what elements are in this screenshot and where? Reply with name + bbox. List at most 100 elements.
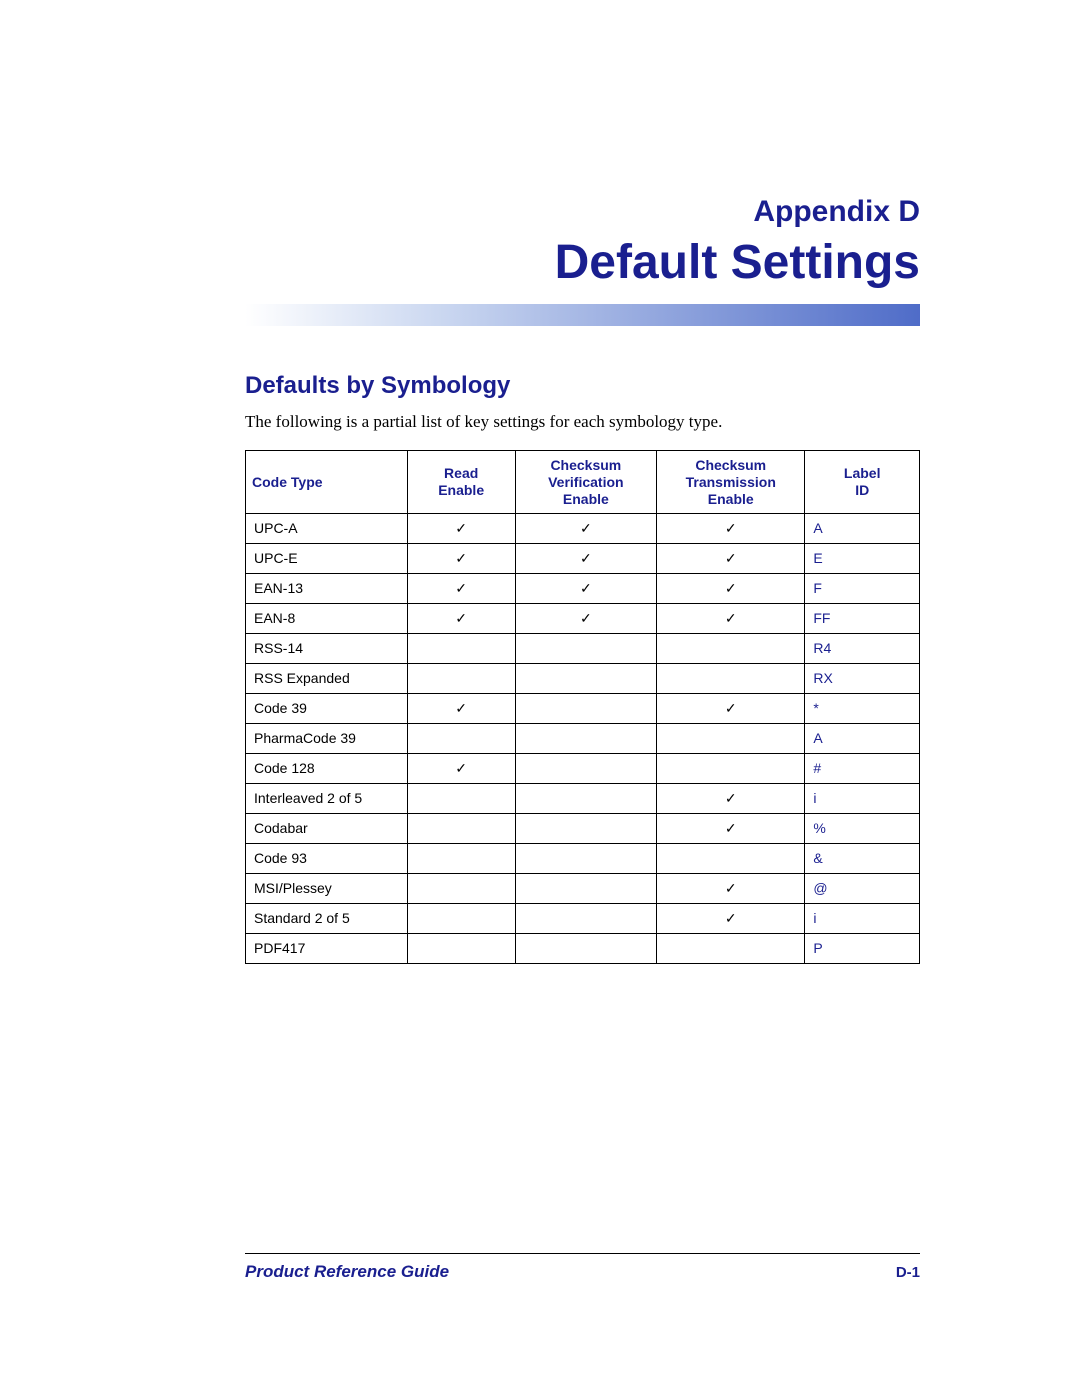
- cell-read: ✓: [407, 574, 515, 604]
- cell-verif: ✓: [515, 574, 657, 604]
- table-row: PharmaCode 39 A: [246, 724, 920, 754]
- cell-verif: [515, 634, 657, 664]
- cell-trans: [657, 844, 805, 874]
- cell-label-id: E: [805, 544, 920, 574]
- cell-trans: ✓: [657, 874, 805, 904]
- cell-read: ✓: [407, 514, 515, 544]
- cell-verif: ✓: [515, 604, 657, 634]
- cell-read: ✓: [407, 544, 515, 574]
- cell-verif: [515, 784, 657, 814]
- cell-verif: ✓: [515, 514, 657, 544]
- page-footer: Product Reference Guide D-1: [245, 1253, 920, 1282]
- cell-read: [407, 664, 515, 694]
- col-header-code-type: Code Type: [246, 451, 408, 514]
- cell-read: ✓: [407, 604, 515, 634]
- page-title: Default Settings: [245, 235, 920, 290]
- cell-trans: ✓: [657, 904, 805, 934]
- cell-label-id: i: [805, 904, 920, 934]
- table-row: EAN-8✓✓✓FF: [246, 604, 920, 634]
- cell-read: [407, 874, 515, 904]
- cell-code-type: Standard 2 of 5: [246, 904, 408, 934]
- header-block: Appendix D Default Settings: [245, 195, 920, 326]
- cell-trans: [657, 934, 805, 964]
- cell-verif: [515, 724, 657, 754]
- table-header-row: Code Type ReadEnable ChecksumVerificatio…: [246, 451, 920, 514]
- title-gradient-bar: [245, 304, 920, 326]
- table-row: RSS-14 R4: [246, 634, 920, 664]
- cell-trans: ✓: [657, 574, 805, 604]
- cell-code-type: RSS Expanded: [246, 664, 408, 694]
- cell-label-id: FF: [805, 604, 920, 634]
- cell-label-id: R4: [805, 634, 920, 664]
- cell-verif: [515, 844, 657, 874]
- cell-label-id: &: [805, 844, 920, 874]
- table-row: UPC-A✓✓✓A: [246, 514, 920, 544]
- cell-read: ✓: [407, 694, 515, 724]
- cell-read: [407, 724, 515, 754]
- cell-code-type: UPC-A: [246, 514, 408, 544]
- cell-trans: [657, 724, 805, 754]
- col-header-read-enable: ReadEnable: [407, 451, 515, 514]
- table-row: Code 93 &: [246, 844, 920, 874]
- cell-read: ✓: [407, 754, 515, 784]
- col-header-label-id: LabelID: [805, 451, 920, 514]
- cell-code-type: EAN-13: [246, 574, 408, 604]
- cell-code-type: PDF417: [246, 934, 408, 964]
- table-row: MSI/Plessey ✓@: [246, 874, 920, 904]
- col-header-checksum-verification: ChecksumVerificationEnable: [515, 451, 657, 514]
- cell-code-type: Codabar: [246, 814, 408, 844]
- table-row: Codabar ✓%: [246, 814, 920, 844]
- cell-verif: [515, 754, 657, 784]
- cell-trans: ✓: [657, 544, 805, 574]
- cell-label-id: RX: [805, 664, 920, 694]
- col-header-checksum-transmission: ChecksumTransmissionEnable: [657, 451, 805, 514]
- cell-trans: [657, 634, 805, 664]
- cell-read: [407, 814, 515, 844]
- appendix-label: Appendix D: [245, 195, 920, 229]
- cell-code-type: MSI/Plessey: [246, 874, 408, 904]
- cell-label-id: P: [805, 934, 920, 964]
- cell-code-type: RSS-14: [246, 634, 408, 664]
- cell-verif: [515, 904, 657, 934]
- intro-paragraph: The following is a partial list of key s…: [245, 412, 920, 432]
- cell-trans: [657, 664, 805, 694]
- table-row: EAN-13✓✓✓F: [246, 574, 920, 604]
- cell-code-type: Code 128: [246, 754, 408, 784]
- cell-label-id: A: [805, 724, 920, 754]
- cell-trans: ✓: [657, 514, 805, 544]
- cell-trans: ✓: [657, 814, 805, 844]
- table-row: PDF417 P: [246, 934, 920, 964]
- cell-label-id: %: [805, 814, 920, 844]
- cell-verif: [515, 694, 657, 724]
- cell-label-id: #: [805, 754, 920, 784]
- cell-label-id: A: [805, 514, 920, 544]
- footer-page-number: D-1: [896, 1264, 920, 1281]
- cell-label-id: i: [805, 784, 920, 814]
- cell-verif: ✓: [515, 544, 657, 574]
- page: Appendix D Default Settings Defaults by …: [0, 0, 1080, 1397]
- table-row: RSS Expanded RX: [246, 664, 920, 694]
- cell-code-type: PharmaCode 39: [246, 724, 408, 754]
- defaults-table: Code Type ReadEnable ChecksumVerificatio…: [245, 450, 920, 964]
- cell-read: [407, 784, 515, 814]
- cell-trans: [657, 754, 805, 784]
- cell-label-id: @: [805, 874, 920, 904]
- cell-code-type: EAN-8: [246, 604, 408, 634]
- table-row: Interleaved 2 of 5✓i: [246, 784, 920, 814]
- cell-verif: [515, 874, 657, 904]
- cell-label-id: *: [805, 694, 920, 724]
- cell-code-type: Code 93: [246, 844, 408, 874]
- table-row: Standard 2 of 5 ✓i: [246, 904, 920, 934]
- cell-verif: [515, 664, 657, 694]
- cell-read: [407, 934, 515, 964]
- cell-read: [407, 844, 515, 874]
- table-row: UPC-E✓✓✓E: [246, 544, 920, 574]
- cell-read: [407, 634, 515, 664]
- cell-code-type: Interleaved 2 of 5: [246, 784, 408, 814]
- cell-verif: [515, 814, 657, 844]
- table-row: Code 128✓ #: [246, 754, 920, 784]
- footer-guide-title: Product Reference Guide: [245, 1262, 449, 1282]
- cell-label-id: F: [805, 574, 920, 604]
- cell-trans: ✓: [657, 604, 805, 634]
- section-heading: Defaults by Symbology: [245, 372, 920, 400]
